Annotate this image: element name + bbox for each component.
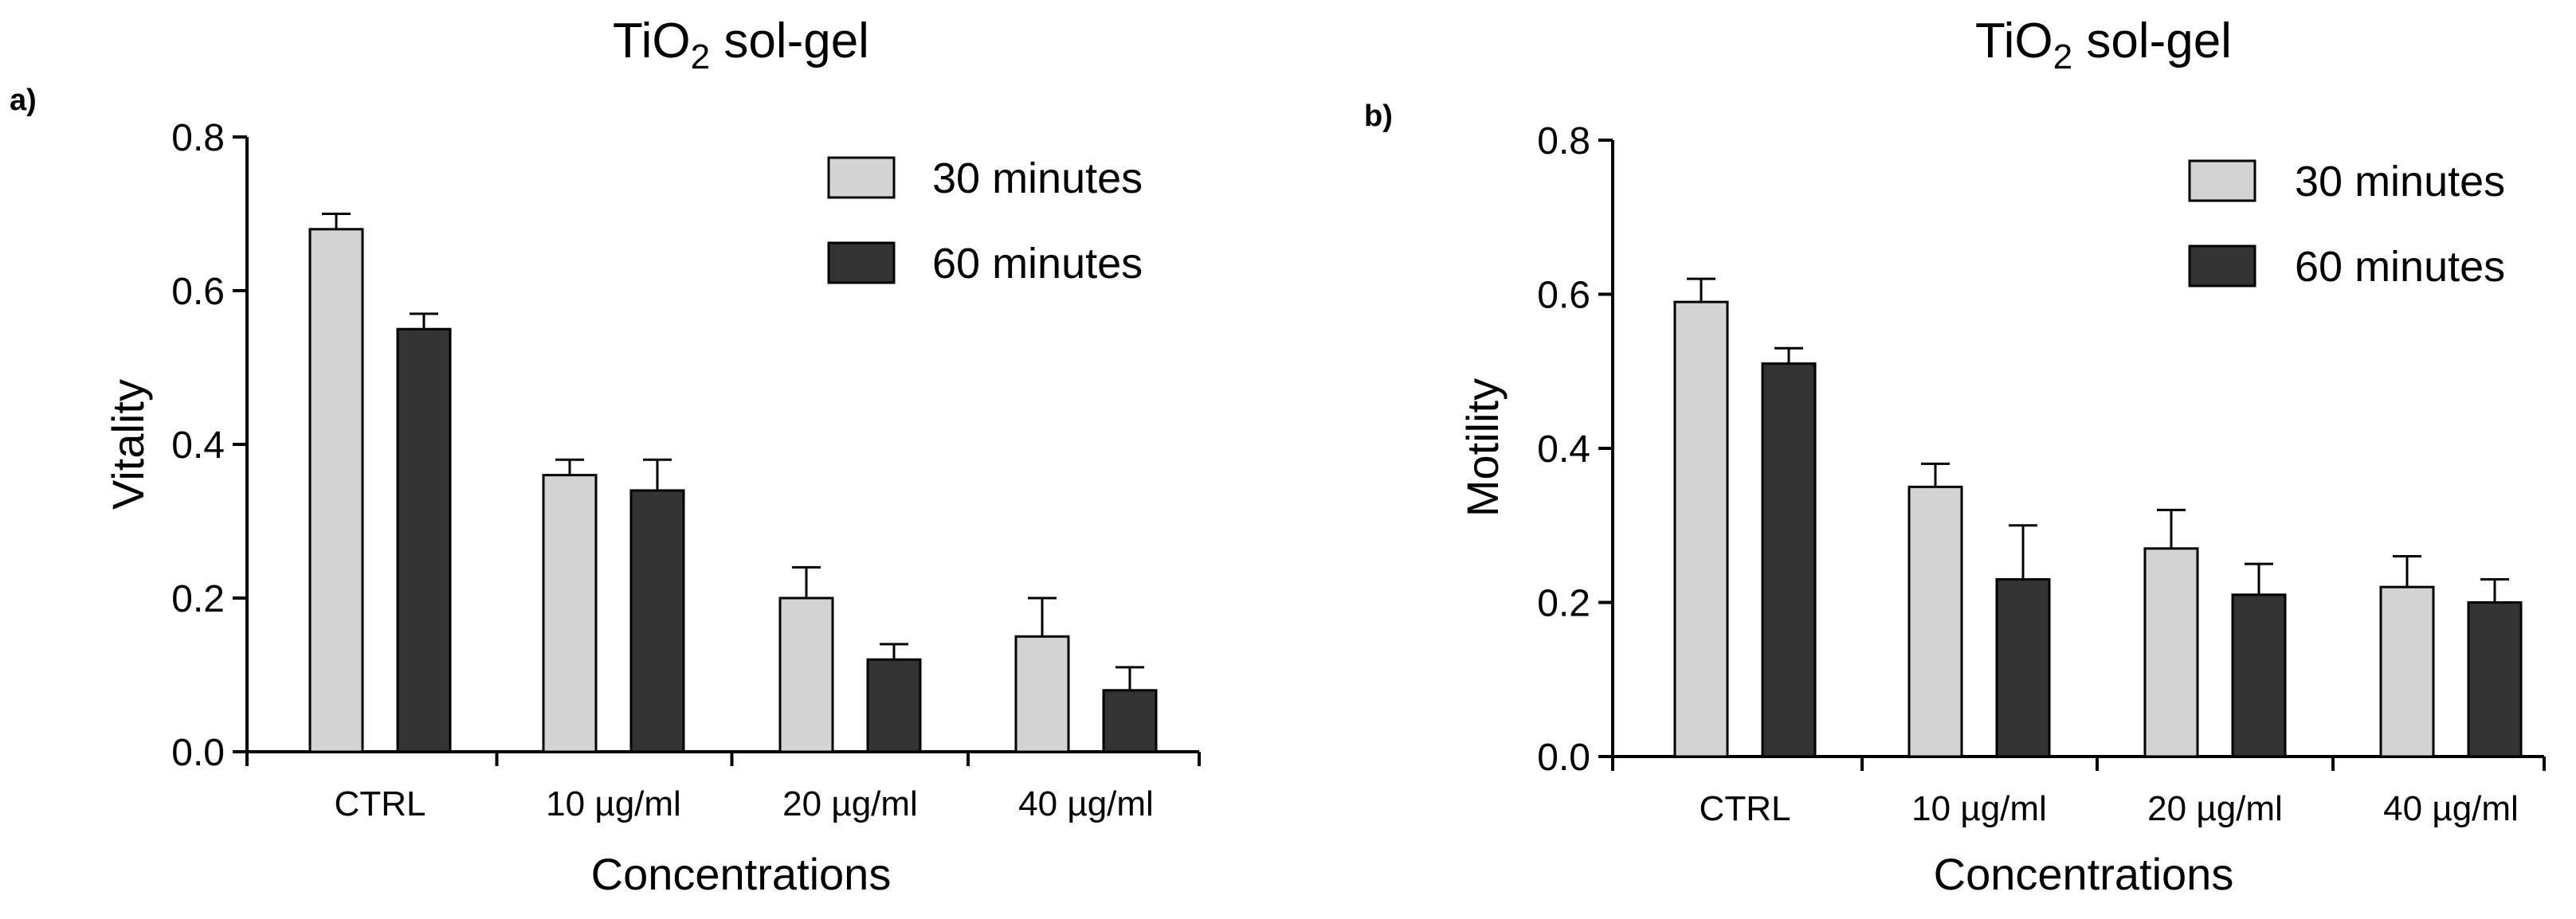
y-tick-label: 0.4 (1537, 428, 1590, 471)
panel-label: a) (10, 84, 37, 117)
x-tick-label: CTRL (335, 784, 426, 823)
legend-label: 30 minutes (2295, 158, 2505, 205)
y-tick-label: 0.8 (1537, 120, 1590, 162)
x-tick-label: 20 µg/ml (782, 784, 918, 823)
x-tick-label: 40 µg/ml (1018, 784, 1154, 823)
bar-30-minutes (1014, 635, 1070, 753)
x-tick-label: 20 µg/ml (2147, 789, 2283, 828)
bar-30-minutes (2143, 547, 2199, 758)
bar-30-minutes (308, 228, 364, 753)
legend-label: 60 minutes (932, 240, 1143, 287)
bar-30-minutes (1673, 300, 1729, 758)
x-tick-label: 10 µg/ml (546, 784, 681, 823)
y-tick-label: 0.2 (1537, 583, 1590, 625)
bar-60-minutes (396, 327, 452, 753)
chart-title: TiO2 sol-gel (1975, 14, 2232, 76)
bar-30-minutes (778, 596, 834, 753)
legend-swatch-30-minutes (827, 156, 896, 199)
panel-label: b) (1364, 100, 1393, 133)
y-tick-label: 0.0 (1537, 737, 1590, 779)
chart-title-subscript: 2 (691, 37, 710, 76)
chart-title-rest: sol-gel (710, 14, 869, 68)
chart-title: TiO2 sol-gel (613, 14, 869, 76)
bar-60-minutes (1102, 689, 1158, 753)
y-axis-title: Motility (1457, 378, 1508, 517)
x-axis-title: Concentrations (591, 849, 892, 899)
chart-title-rest: sol-gel (2072, 14, 2232, 68)
chart-panel-a: TiO2 sol-gel a) 0.0 0.2 0.4 0.6 0.8 CTRL 10 µg/m… (10, 14, 1201, 899)
bar-60-minutes (629, 489, 685, 753)
legend-swatch-60-minutes (827, 241, 896, 284)
legend-label: 60 minutes (2295, 243, 2505, 291)
chart-title-main: TiO (1975, 14, 2053, 68)
y-tick-label: 0.8 (171, 117, 225, 159)
chart-title-subscript: 2 (2053, 37, 2072, 76)
y-tick-label: 0.6 (171, 271, 225, 313)
x-tick-label: CTRL (1700, 789, 1791, 828)
legend-swatch-60-minutes (2188, 244, 2256, 287)
legend: 30 minutes 60 minutes (2188, 158, 2505, 291)
bar-60-minutes (1761, 362, 1817, 758)
legend-swatch-30-minutes (2188, 159, 2256, 202)
bar-60-minutes (1995, 577, 2051, 758)
bar-60-minutes (2231, 593, 2287, 758)
y-axis-title: Vitality (103, 379, 153, 510)
bar-60-minutes (866, 658, 922, 753)
legend: 30 minutes 60 minutes (827, 154, 1143, 287)
x-tick-label: 10 µg/ml (1911, 789, 2047, 828)
chart-title-main: TiO (613, 14, 691, 68)
bar-60-minutes (2467, 601, 2523, 758)
y-tick-label: 0.6 (1537, 275, 1590, 317)
y-tick-label: 0.2 (171, 578, 225, 620)
bar-30-minutes (1907, 485, 1963, 758)
y-tick-label: 0.4 (171, 424, 225, 467)
y-tick-label: 0.0 (171, 732, 225, 774)
chart-panel-b: TiO2 sol-gel b) 0.0 0.2 0.4 0.6 0.8 CTRL 10 µg/m… (1364, 14, 2546, 899)
x-axis-title: Concentrations (1934, 849, 2234, 899)
bar-30-minutes (2379, 585, 2435, 758)
x-tick-label: 40 µg/ml (2383, 789, 2519, 828)
legend-label: 30 minutes (932, 154, 1143, 202)
bar-30-minutes (542, 474, 598, 753)
